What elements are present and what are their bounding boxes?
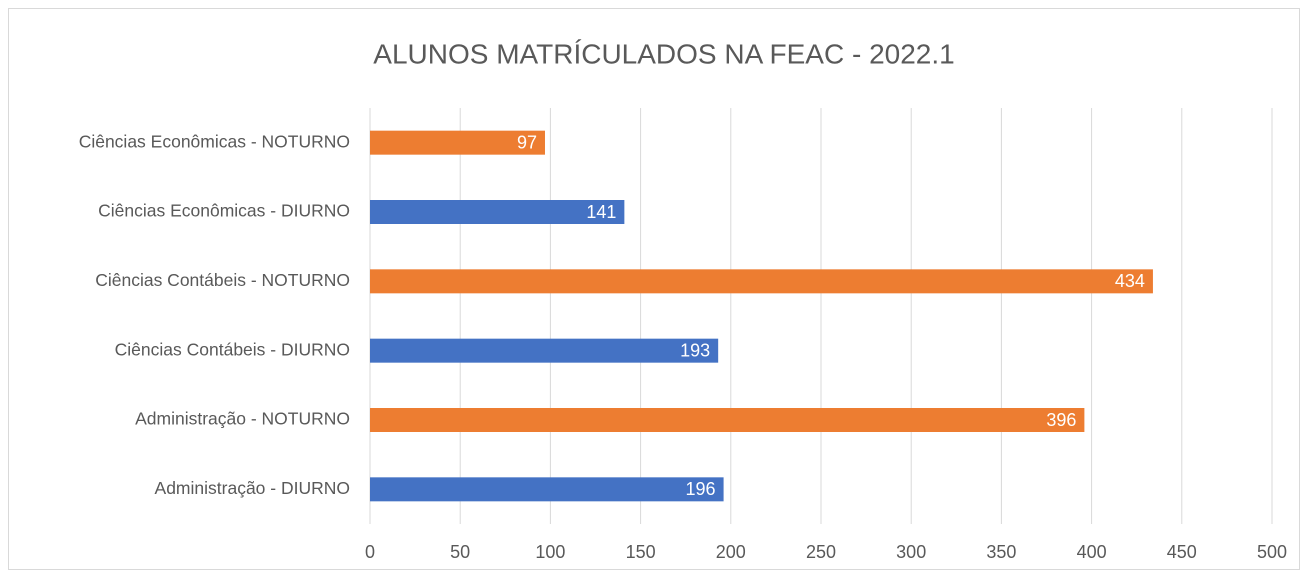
y-tick-label: Administração - NOTURNO	[135, 409, 350, 429]
x-tick-label: 300	[896, 542, 926, 562]
x-tick-label: 50	[450, 542, 470, 562]
bar	[370, 200, 625, 224]
x-tick-label: 500	[1257, 542, 1287, 562]
x-tick-label: 200	[716, 542, 746, 562]
x-tick-label: 450	[1167, 542, 1197, 562]
x-tick-label: 0	[365, 542, 375, 562]
bar	[370, 269, 1153, 294]
y-tick-label: Ciências Contábeis - NOTURNO	[95, 270, 350, 290]
y-tick-label: Ciências Econômicas - NOTURNO	[79, 131, 350, 151]
y-tick-label: Ciências Econômicas - DIURNO	[98, 201, 350, 221]
chart-title: ALUNOS MATRÍCULADOS NA FEAC - 2022.1	[373, 38, 954, 69]
y-tick-label: Ciências Contábeis - DIURNO	[115, 339, 350, 359]
x-tick-label: 100	[535, 542, 565, 562]
data-label: 396	[1046, 410, 1076, 430]
data-label: 193	[680, 340, 710, 360]
x-tick-label: 250	[806, 542, 836, 562]
data-label: 97	[517, 132, 537, 152]
bar	[370, 338, 719, 363]
data-label: 141	[586, 202, 616, 222]
data-label: 434	[1115, 271, 1145, 291]
x-tick-label: 350	[986, 542, 1016, 562]
bar	[370, 477, 724, 502]
x-tick-label: 150	[626, 542, 656, 562]
bar	[370, 408, 1085, 432]
y-tick-label: Administração - DIURNO	[155, 478, 350, 498]
bar	[370, 130, 545, 155]
data-label: 196	[686, 479, 716, 499]
x-tick-label: 400	[1077, 542, 1107, 562]
